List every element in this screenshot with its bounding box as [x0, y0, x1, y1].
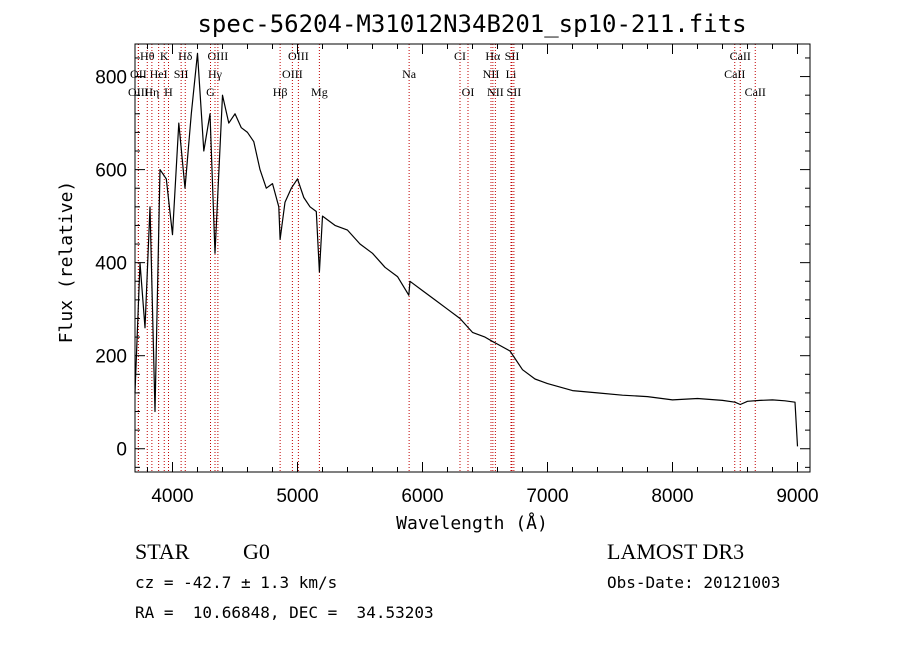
y-tick-label-2: 400: [95, 254, 127, 275]
line-label-11: SII: [174, 67, 189, 81]
line-label-20: H: [164, 85, 173, 99]
y-axis-label: Flux (relative): [56, 181, 77, 344]
axes: 4000 5000 6000 7000 8000 9000 0 200 400 600 800: [95, 44, 819, 507]
y-tick-label-0: 0: [116, 440, 127, 461]
line-label-8: CaII: [730, 49, 751, 63]
line-label-27: CaII: [745, 85, 766, 99]
line-label-12: Hγ: [208, 67, 223, 81]
line-label-18: OIII: [128, 85, 149, 99]
line-label-5: CI: [454, 49, 466, 63]
line-label-4: OIII: [288, 49, 309, 63]
line-label-19: Hη: [144, 85, 159, 99]
line-label-6: Hα: [485, 49, 501, 63]
spectrum-series: [134, 52, 799, 447]
line-label-21: G: [206, 85, 215, 99]
survey-name: LAMOST DR3: [607, 539, 745, 564]
y-tick-label-1: 200: [95, 347, 127, 368]
x-tick-label-2: 6000: [401, 486, 443, 507]
spectrum-line: [134, 52, 799, 447]
line-label-22: Hβ: [273, 85, 288, 99]
line-label-23: Mg: [311, 85, 328, 99]
x-axis-label: Wavelength (Å): [396, 512, 548, 534]
line-label-2: Hδ: [178, 49, 193, 63]
object-subclass: G0: [243, 539, 270, 564]
observation-date: Obs-Date: 20121003: [607, 573, 781, 592]
x-tick-label-1: 5000: [276, 486, 318, 507]
x-tick-label-5: 9000: [776, 486, 818, 507]
plot-frame: [134, 43, 811, 473]
line-label-26: SII: [507, 85, 522, 99]
line-label-1: K: [160, 49, 169, 63]
line-label-13: OIII: [282, 67, 303, 81]
y-tick-label-3: 600: [95, 161, 127, 182]
x-tick-label-4: 8000: [651, 486, 693, 507]
x-tick-label-0: 4000: [151, 486, 193, 507]
y-tick-label-4: 800: [95, 68, 127, 89]
line-label-15: NII: [483, 67, 500, 81]
spectrum-chart: spec-56204-M31012N34B201_sp10-211.fits H…: [56, 10, 819, 534]
line-label-10: HeI: [150, 67, 168, 81]
line-label-3: OIII: [208, 49, 229, 63]
line-label-16: Li: [506, 67, 517, 81]
line-label-25: NII: [487, 85, 504, 99]
line-label-24: OI: [462, 85, 475, 99]
line-label-14: Na: [402, 67, 417, 81]
x-tick-label-3: 7000: [526, 486, 568, 507]
redshift-cz: cz = -42.7 ± 1.3 km/s: [135, 573, 338, 592]
object-class: STAR: [135, 539, 190, 564]
line-label-7: SII: [505, 49, 520, 63]
line-label-0: Hθ: [140, 49, 155, 63]
chart-title: spec-56204-M31012N34B201_sp10-211.fits: [197, 10, 746, 38]
line-label-17: CaII: [724, 67, 745, 81]
ra-dec-coordinates: RA = 10.66848, DEC = 34.53203: [135, 603, 434, 622]
